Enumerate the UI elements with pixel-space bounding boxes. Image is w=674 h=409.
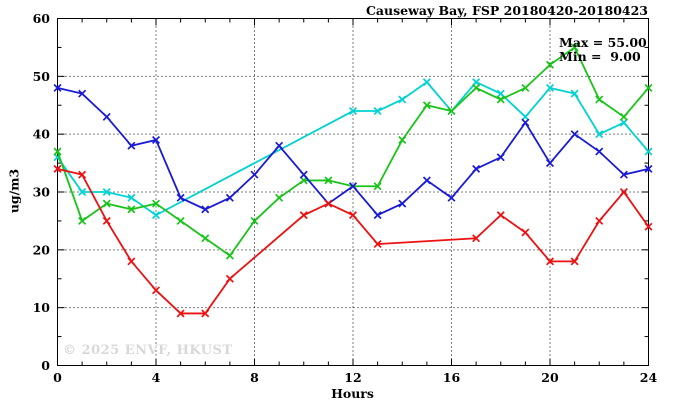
max-min-annotation: Max = 55.00 Min = 9.00 xyxy=(559,36,647,64)
red-line xyxy=(53,164,653,318)
y-tick-label: 50 xyxy=(33,69,51,84)
x-tick-label: 0 xyxy=(53,370,62,385)
y-tick-label: 60 xyxy=(33,11,51,26)
x-tick-label: 8 xyxy=(250,370,259,385)
y-tick-label: 30 xyxy=(33,185,51,200)
axis-ticks xyxy=(57,18,649,366)
x-axis-title: Hours xyxy=(331,386,374,401)
x-tick-label: 20 xyxy=(541,370,559,385)
x-tick-label: 16 xyxy=(443,370,461,385)
y-tick-label: 10 xyxy=(33,300,51,315)
chart-title: Causeway Bay, FSP 20180420-20180423 xyxy=(365,3,648,18)
y-tick-label: 40 xyxy=(33,127,51,142)
blue-line-markers xyxy=(53,83,653,220)
gridlines xyxy=(57,18,649,366)
cyan-line-markers xyxy=(53,78,653,220)
x-tick-label: 12 xyxy=(344,370,361,385)
x-tick-label: 4 xyxy=(152,370,161,385)
cyan-line xyxy=(53,78,653,220)
green-line-markers xyxy=(53,43,653,260)
max-value-label: Max = 55.00 xyxy=(559,35,647,50)
cyan-line-path xyxy=(56,80,650,217)
min-value-label: Min = 9.00 xyxy=(559,49,641,64)
y-tick-label: 20 xyxy=(33,242,51,257)
tick-labels: 0 4 8 12 16 20 24 0 10 20 30 40 50 60 xyxy=(33,11,658,385)
red-line-path xyxy=(57,167,650,315)
watermark: © 2025 ENVF, HKUST xyxy=(63,343,233,358)
x-tick-label: 24 xyxy=(640,370,658,385)
y-tick-label: 0 xyxy=(41,358,50,373)
plot-border xyxy=(57,18,649,366)
blue-line xyxy=(53,83,653,220)
red-line-markers xyxy=(53,164,653,318)
y-axis-title: ug/m3 xyxy=(6,168,22,214)
